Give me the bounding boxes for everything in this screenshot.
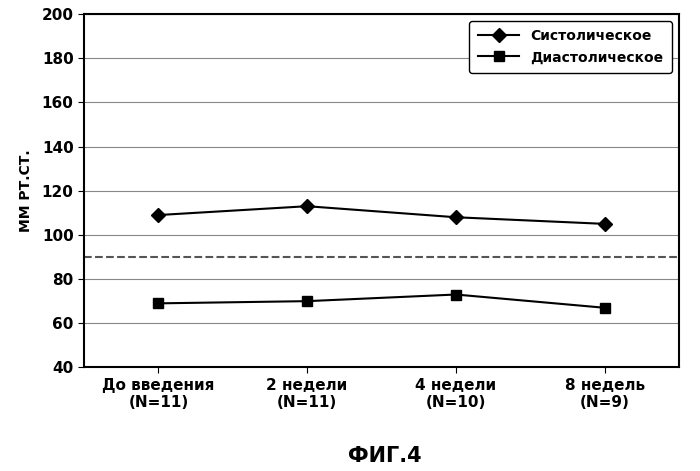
Систолическое	[601, 221, 609, 227]
Диастолическое	[601, 305, 609, 310]
Line: Систолическое: Систолическое	[153, 201, 610, 229]
Line: Диастолическое: Диастолическое	[153, 290, 610, 313]
Y-axis label: ММ РТ.СТ.: ММ РТ.СТ.	[19, 149, 34, 232]
Диастолическое	[154, 300, 162, 306]
Text: ФИГ.4: ФИГ.4	[348, 447, 422, 466]
Legend: Систолическое, Диастолическое: Систолическое, Диастолическое	[470, 21, 672, 73]
Систолическое	[303, 203, 312, 209]
Систолическое	[452, 214, 460, 220]
Систолическое	[154, 212, 162, 218]
Диастолическое	[303, 298, 312, 304]
Диастолическое	[452, 292, 460, 297]
